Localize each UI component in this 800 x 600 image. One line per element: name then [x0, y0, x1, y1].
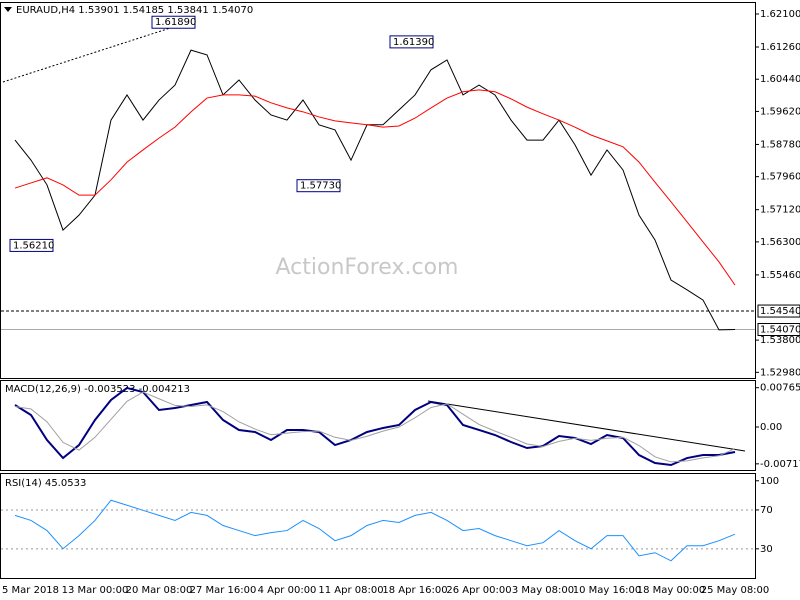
- level-label: 1.54070: [760, 325, 800, 336]
- series-line: [14, 89, 736, 286]
- x-tick-label: 27 Mar 16:00: [190, 585, 257, 596]
- annotation-label: 1.57730: [300, 181, 341, 192]
- x-tick-label: 26 Apr 00:00: [446, 585, 511, 596]
- x-tick-label: 11 Apr 08:00: [318, 585, 383, 596]
- y-tick-label: 1.59620: [760, 106, 800, 117]
- x-tick-label: 18 Apr 16:00: [382, 585, 447, 596]
- y-tick-label: 1.62100: [760, 9, 800, 20]
- annotation-box: [296, 179, 341, 193]
- x-tick-label: 20 Mar 08:00: [126, 585, 193, 596]
- level-label: 1.54540: [760, 306, 800, 317]
- y-tick-label: -0.007171: [760, 459, 800, 470]
- y-tick-label: 1.57120: [760, 205, 800, 216]
- annotation-label: 1.61890: [155, 17, 196, 28]
- annotation-box: [389, 35, 434, 49]
- x-tick-label: 10 May 16:00: [573, 585, 642, 596]
- y-tick-label: 30: [760, 544, 773, 555]
- annotation-box: [151, 15, 196, 29]
- level-box: [757, 323, 800, 337]
- annotation-label: 1.56210: [13, 240, 54, 251]
- price-panel: [0, 2, 756, 379]
- x-tick-label: 13 Mar 00:00: [62, 585, 129, 596]
- macd-panel: [0, 380, 756, 471]
- y-tick-label: 1.60440: [760, 74, 800, 85]
- x-tick-label: 4 Apr 00:00: [258, 585, 317, 596]
- macd-trend-line: [427, 400, 746, 452]
- x-tick-label: 25 May 08:00: [701, 585, 770, 596]
- menu-arrow: [4, 7, 12, 12]
- trend-line: [2, 19, 196, 83]
- y-tick-label: 0.00765: [760, 383, 800, 394]
- price-header: EURAUD,H4 1.53901 1.54185 1.53841 1.5407…: [16, 5, 253, 16]
- series-line: [14, 49, 736, 331]
- x-tick-label: 5 Mar 2018: [2, 585, 59, 596]
- y-tick-label: 100: [760, 476, 779, 487]
- x-tick-label: 18 May 00:00: [637, 585, 706, 596]
- annotation-label: 1.61390: [393, 37, 434, 48]
- rsi-header: RSI(14) 45.0533: [5, 478, 86, 489]
- y-tick-label: 1.55460: [760, 270, 800, 281]
- y-tick-label: 1.53800: [760, 335, 800, 346]
- macd-header: MACD(12,26,9) -0.003523 -0.004213: [5, 384, 190, 395]
- series-line: [14, 386, 736, 467]
- series-line: [14, 391, 736, 463]
- rsi-panel: [0, 473, 756, 579]
- annotation-box: [9, 238, 54, 252]
- watermark: ActionForex.com: [276, 255, 459, 280]
- y-tick-label: 1.58780: [760, 139, 800, 150]
- y-tick-label: 70: [760, 505, 773, 516]
- level-box: [757, 304, 800, 318]
- y-tick-label: 1.52980: [760, 367, 800, 378]
- x-tick-label: 3 May 08:00: [512, 585, 574, 596]
- y-tick-label: 1.56300: [760, 237, 800, 248]
- y-tick-label: 1.61260: [760, 42, 800, 53]
- series-line: [14, 499, 736, 562]
- y-tick-label: 0.00: [760, 422, 782, 433]
- y-tick-label: 1.57960: [760, 172, 800, 183]
